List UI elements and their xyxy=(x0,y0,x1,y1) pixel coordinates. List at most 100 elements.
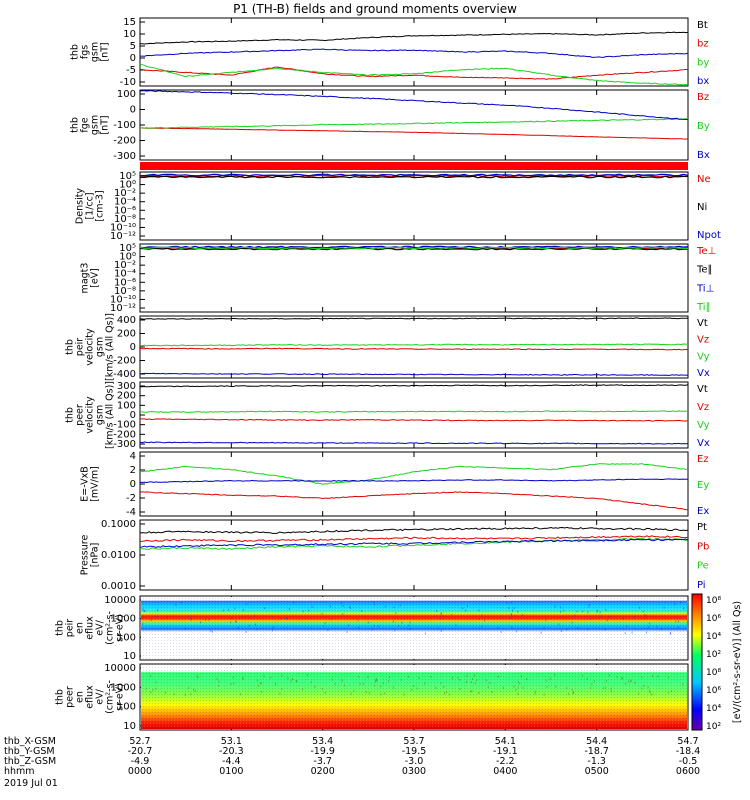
legend-Pe: Pe xyxy=(697,561,709,572)
panel-5: thb peir velocity gsm [km/s (All Qs)] 400 200 0… xyxy=(65,313,689,381)
ylabel-line: fgs xyxy=(80,45,91,59)
series-line-Npot xyxy=(140,173,688,177)
y-tick-label: 10 xyxy=(123,29,136,40)
ylabel-line: peer xyxy=(65,686,76,708)
ylabel-line: [nT] xyxy=(100,42,111,61)
colorbar-tick: 10² xyxy=(706,722,721,732)
ephemeris-value: -18.7 xyxy=(584,746,609,757)
ylabel-line: thb xyxy=(55,689,66,705)
y-tick-label: 10⁻² xyxy=(114,188,136,199)
y-tick-label: -100 xyxy=(113,120,136,131)
ylabel-line: peir xyxy=(75,338,86,357)
y-tick-label: -200 xyxy=(113,429,136,440)
series-line-Ey xyxy=(140,463,688,485)
colorbar-tick: 10⁴ xyxy=(706,632,721,642)
panel-ylabel: thb peer velocity gsm [km/s (All Qs)] xyxy=(65,381,116,449)
y-tick-label: 10⁵ xyxy=(119,243,136,254)
colorbar-label: [eV/(cm²-s-sr-eV)] (All Qs) xyxy=(732,601,743,723)
series-line-Pi xyxy=(140,538,688,548)
ephemeris-value: -19.5 xyxy=(402,746,427,757)
legend-Vt: Vt xyxy=(697,318,708,329)
y-tick-label: 10⁻⁴ xyxy=(114,197,136,208)
ephemeris-label: thb_X-GSM xyxy=(4,736,56,747)
series-line-Bz xyxy=(140,127,688,140)
panel-ylabel: thb fgs gsm [nT] xyxy=(70,42,111,62)
ephemeris-value: 0600 xyxy=(676,766,700,777)
legend-Npot: Npot xyxy=(697,230,721,241)
ephemeris-value: -4.9 xyxy=(131,756,150,767)
legend-By: By xyxy=(697,121,710,132)
ephemeris-label: hhmm xyxy=(4,766,35,777)
legend-Ey: Ey xyxy=(697,480,709,491)
legend-Pt: Pt xyxy=(697,522,707,533)
panel-ylabel: Density [1/cc] [cm-3] xyxy=(75,188,106,224)
ylabel-line: [km/s (All Qs)] xyxy=(105,313,116,381)
ephemeris-label: thb_Y-GSM xyxy=(4,746,55,757)
panel-frame xyxy=(139,381,689,449)
y-tick-label: 0.0010 xyxy=(101,581,136,592)
y-tick-label: 400 xyxy=(117,315,136,326)
ephemeris-value: 0100 xyxy=(219,766,243,777)
series-line-Ex xyxy=(140,478,688,484)
y-tick-label: 2 xyxy=(130,465,136,476)
ylabel-line: en xyxy=(75,691,86,703)
ephemeris-value: 54.7 xyxy=(677,736,698,747)
panel-7: E=-VxB [mV/m] 4 2 0 -2 -4 xyxy=(80,451,689,518)
y-tick-label: 10⁰ xyxy=(119,252,136,263)
legend-Ni: Ni xyxy=(697,202,707,213)
y-tick-label: 100 xyxy=(117,702,136,713)
ylabel-line: thb xyxy=(55,620,66,636)
y-tick-label: 1000 xyxy=(111,614,136,625)
ephemeris-value: 54.4 xyxy=(586,736,607,747)
colorbar-tick: 10⁴ xyxy=(706,704,721,714)
panel-frame xyxy=(139,519,689,591)
y-tick-label: 200 xyxy=(117,329,136,340)
panel-frame xyxy=(139,243,689,313)
y-tick-label: -200 xyxy=(113,136,136,147)
ylabel-line: magt3 xyxy=(80,263,91,294)
ylabel-line: velocity xyxy=(85,328,96,366)
ylabel-line: [1/cc] xyxy=(85,192,96,219)
ylabel-line: sr-eV) xyxy=(115,614,126,642)
ephemeris-value: -20.7 xyxy=(128,746,153,757)
y-tick-label: 10 xyxy=(123,721,136,732)
ephemeris-value: -19.9 xyxy=(310,746,335,757)
series-line-Vy xyxy=(140,343,688,347)
date-label: 2019 Jul 01 xyxy=(4,778,58,789)
y-tick-label: 100 xyxy=(117,400,136,411)
ephemeris-value: -1.3 xyxy=(587,756,606,767)
panel-frame xyxy=(139,89,689,161)
y-tick-label: 0.0100 xyxy=(101,550,136,561)
panel-frame xyxy=(139,171,689,241)
ylabel-line: gsm xyxy=(90,42,101,62)
y-tick-label: 0 xyxy=(130,479,136,490)
ylabel-line: [nPa] xyxy=(90,543,101,568)
ephemeris-value: -18.4 xyxy=(676,746,701,757)
ephemeris-value: 0000 xyxy=(128,766,152,777)
series-line-Vy xyxy=(140,410,688,413)
ylabel-line: eV/ xyxy=(95,619,106,635)
y-tick-label: -400 xyxy=(113,369,136,380)
y-tick-label: 1000 xyxy=(111,682,136,693)
legend-Pb: Pb xyxy=(697,541,709,552)
series-line-bx xyxy=(140,48,688,58)
colorbar xyxy=(691,593,703,731)
ephemeris-value: -2.2 xyxy=(496,756,515,767)
flag-bar xyxy=(140,162,688,170)
series-line-By xyxy=(140,118,688,129)
legend-Vt: Vt xyxy=(697,384,708,395)
y-tick-label: 10⁻⁸ xyxy=(114,214,136,225)
legend-bx: bx xyxy=(697,76,709,87)
ylabel-line: gsm xyxy=(95,337,106,357)
legend-by: by xyxy=(697,57,709,68)
legend-Ne: Ne xyxy=(697,174,711,185)
y-tick-label: 0 xyxy=(130,410,136,421)
series-line-Ti⊥ xyxy=(140,245,688,249)
panel-ylabel: thb fge gsm [nT] xyxy=(70,115,111,135)
ylabel-line: gsm xyxy=(90,115,101,135)
legend-Vy: Vy xyxy=(697,351,710,362)
y-tick-label: 5 xyxy=(130,41,136,52)
y-tick-label: 100 xyxy=(117,632,136,643)
